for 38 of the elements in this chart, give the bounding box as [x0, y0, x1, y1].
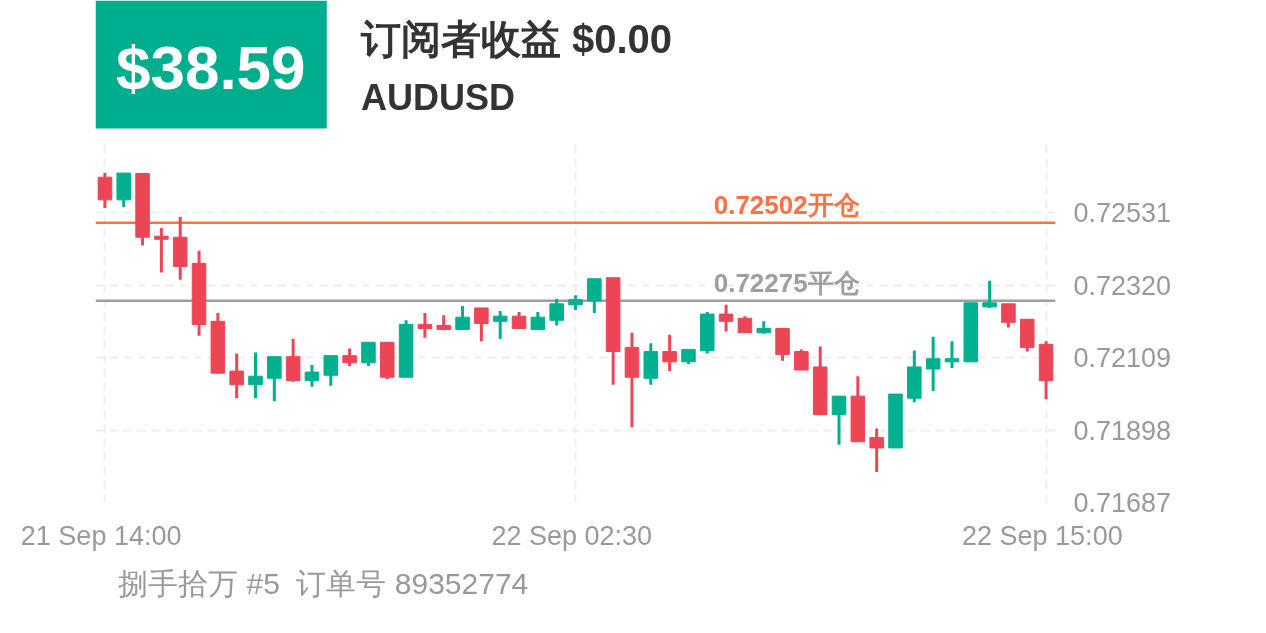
candlestick — [455, 305, 470, 331]
candlestick — [718, 303, 734, 332]
candlestick — [925, 335, 941, 391]
candlestick — [869, 428, 884, 472]
x-tick-label: 22 Sep 02:30 — [491, 520, 653, 551]
candlestick — [97, 173, 113, 209]
candlestick — [154, 228, 169, 273]
candlestick — [304, 364, 320, 387]
candlestick — [267, 356, 282, 402]
y-tick-label: 0.71687 — [1073, 488, 1172, 518]
chart-title: 订阅者收益 $0.00 — [359, 16, 673, 61]
y-tick-label: 0.71898 — [1073, 415, 1172, 446]
candlestick — [982, 279, 997, 308]
candlestick — [474, 307, 489, 343]
x-tick-label: 21 Sep 14:00 — [20, 520, 182, 551]
candlestick — [492, 311, 508, 339]
candlestick — [549, 298, 564, 326]
candlestick — [248, 352, 263, 400]
x-tick-label: 22 Sep 15:00 — [962, 520, 1123, 551]
y-tick-label: 0.72531 — [1073, 198, 1172, 229]
candlestick — [944, 341, 960, 368]
y-tick-label: 0.72109 — [1073, 343, 1172, 374]
text: $38.59 — [115, 33, 306, 102]
candlestick — [831, 395, 847, 445]
ref-line-label: 0.72275平仓 — [713, 267, 860, 298]
candlestick — [323, 355, 339, 386]
ref-line-label: 0.72502开仓 — [713, 189, 860, 220]
candlestick — [229, 353, 244, 400]
text: 订单号 89352774 — [296, 567, 529, 600]
candlestick — [794, 349, 809, 371]
candlestick — [662, 334, 677, 372]
candlestick — [1001, 302, 1016, 328]
candlestick — [417, 313, 433, 338]
text: 捌手拾万 #5 — [118, 567, 280, 600]
candlestick — [361, 341, 376, 366]
y-tick-label: 0.72320 — [1073, 270, 1172, 301]
chart-subtitle: AUDUSD — [360, 77, 515, 118]
candlestick — [587, 277, 602, 314]
